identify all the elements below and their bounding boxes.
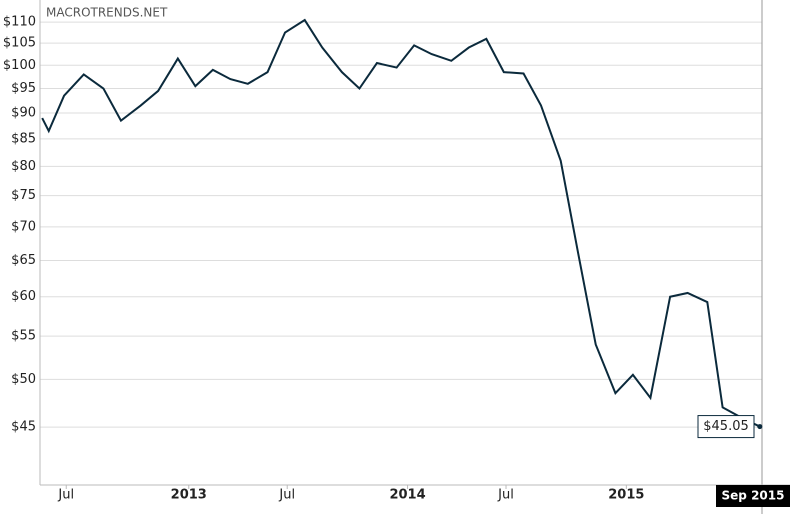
date-box [716, 485, 790, 507]
date-label: Sep 2015 [722, 489, 785, 503]
tooltip-marker [757, 424, 763, 430]
y-tick-label: $50 [11, 372, 36, 387]
y-tick-label: $105 [3, 36, 36, 51]
x-tick-label: 2013 [171, 488, 207, 503]
y-tick-label: $100 [3, 58, 36, 73]
y-tick-label: $95 [11, 81, 36, 96]
x-tick-label: 2015 [608, 488, 644, 503]
watermark: MACROTRENDS.NET [46, 6, 168, 20]
x-tick-label: Jul [278, 488, 295, 503]
y-tick-label: $60 [11, 289, 36, 304]
y-tick-label: $90 [11, 106, 36, 121]
price-line [41, 18, 761, 428]
y-tick-label: $75 [11, 188, 36, 203]
y-tick-label: $55 [11, 329, 36, 344]
y-tick-label: $65 [11, 253, 36, 268]
y-tick-label: $45 [11, 420, 36, 435]
x-tick-label: Jul [57, 488, 74, 503]
y-tick-label: $85 [11, 131, 36, 146]
tooltip-label: $45.05 [703, 419, 749, 434]
y-tick-label: $80 [11, 159, 36, 174]
x-tick-label: Jul [497, 488, 514, 503]
tooltip-box [697, 415, 755, 439]
y-tick-label: $70 [11, 219, 36, 234]
x-tick-label: 2014 [389, 488, 425, 503]
y-tick-label: $110 [3, 15, 36, 30]
